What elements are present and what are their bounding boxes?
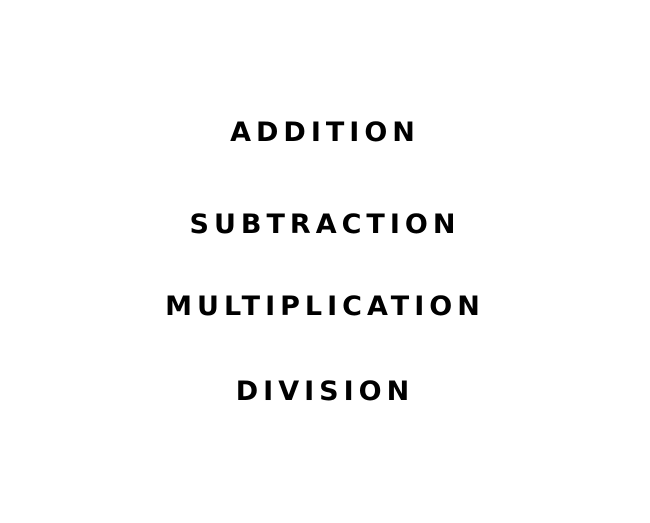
word-division: DIVISION bbox=[235, 376, 415, 407]
word-multiplication: MULTIPLICATION bbox=[165, 291, 485, 322]
word-subtraction: SUBTRACTION bbox=[189, 209, 461, 240]
word-addition: ADDITION bbox=[230, 117, 420, 148]
